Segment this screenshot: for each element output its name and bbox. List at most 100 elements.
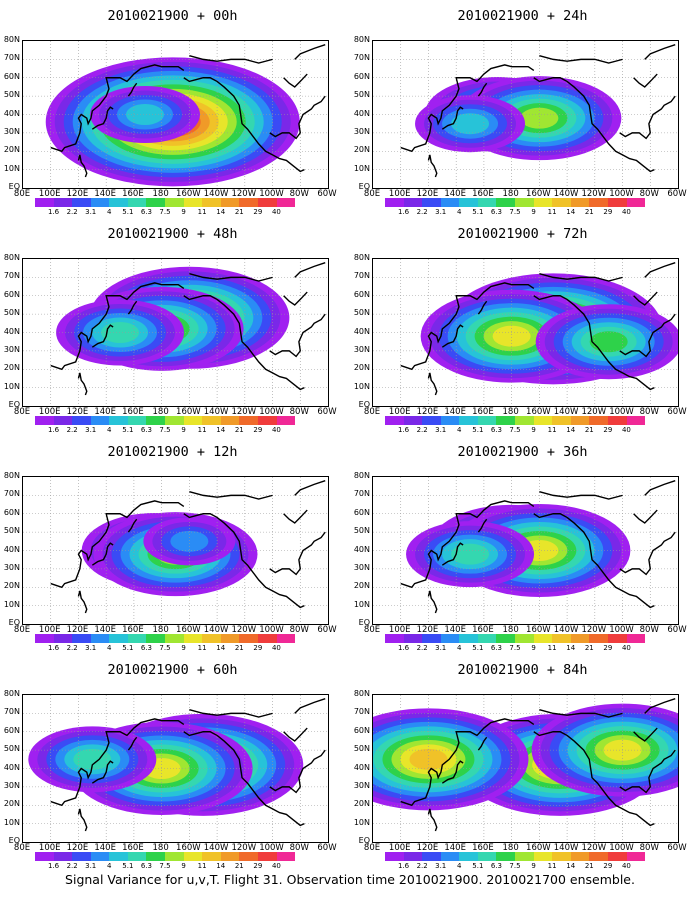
colorbar xyxy=(35,634,296,643)
y-tick-label: 40N xyxy=(3,108,20,118)
colorbar-label: 3.1 xyxy=(85,644,97,652)
map-plot xyxy=(372,258,679,407)
colorbar-label: 3.1 xyxy=(435,862,447,870)
x-tick-label: 100E xyxy=(388,189,411,199)
x-tick-label: 180 xyxy=(152,189,169,199)
coastline xyxy=(77,590,88,614)
coastline xyxy=(50,500,185,589)
colorbar-swatch xyxy=(239,198,258,207)
colorbar-label: 21 xyxy=(234,644,244,652)
colorbar-label: 21 xyxy=(584,862,594,870)
y-tick-label: 30N xyxy=(3,344,20,354)
coastline xyxy=(533,295,655,391)
y-tick-label: 50N xyxy=(3,308,20,318)
colorbar-label: 7.5 xyxy=(159,644,171,652)
x-tick-label: 140W xyxy=(203,407,229,417)
coastline xyxy=(183,295,305,391)
x-tick-label: 140W xyxy=(203,625,229,635)
colorbar-label: 7.5 xyxy=(159,208,171,216)
y-tick-label: 60N xyxy=(3,507,20,517)
coastline xyxy=(91,760,114,784)
coastline xyxy=(477,518,488,533)
x-tick-label: 80W xyxy=(639,407,659,417)
colorbar-swatch xyxy=(626,852,646,861)
coastline xyxy=(189,55,273,64)
colorbar-swatch xyxy=(403,416,423,425)
y-tick-label: EQ xyxy=(8,400,20,409)
y-tick-label: 40N xyxy=(353,108,370,118)
x-tick-label: 160W xyxy=(526,189,551,199)
colorbar-label: 9 xyxy=(531,208,536,216)
y-tick-label: 70N xyxy=(3,53,20,63)
colorbar-swatch xyxy=(552,852,571,861)
panel-title: 2010021900 + 12h xyxy=(107,444,238,460)
colorbar-label: 4 xyxy=(457,208,462,216)
y-tick-label: 60N xyxy=(353,725,370,735)
y-tick-label: 70N xyxy=(3,489,20,499)
coastline xyxy=(619,95,676,140)
colorbar-swatch xyxy=(422,198,441,207)
colorbar-label: 29 xyxy=(603,208,613,216)
coastline xyxy=(427,590,438,614)
colorbar-swatch xyxy=(459,634,478,643)
x-tick-label: 80E xyxy=(13,843,31,853)
coastline xyxy=(294,44,326,60)
colorbar-labels: 1.6 2.2 3.1 4 5.1 6.3 7.5 9 11 14 21 29 40 xyxy=(35,426,295,435)
y-tick-label: EQ xyxy=(358,836,370,845)
x-tick-label: 120W xyxy=(231,189,257,199)
y-tick-label: 40N xyxy=(353,544,370,554)
colorbar-label: 5.1 xyxy=(122,862,134,870)
colorbar-swatch xyxy=(146,416,166,425)
colorbar-label: 14 xyxy=(566,208,576,216)
y-tick-label: EQ xyxy=(358,400,370,409)
colorbar-swatch xyxy=(257,852,277,861)
colorbar-label: 11 xyxy=(547,644,557,652)
y-tick-label: 30N xyxy=(3,780,20,790)
colorbar-label: 21 xyxy=(234,426,244,434)
colorbar-label: 29 xyxy=(253,862,263,870)
colorbar-swatch xyxy=(422,852,441,861)
x-tick-label: 140E xyxy=(94,843,116,853)
colorbar-label: 1.6 xyxy=(397,426,410,434)
coastline xyxy=(539,709,623,718)
y-tick-label: 30N xyxy=(3,126,20,136)
map-plot xyxy=(372,476,679,625)
colorbar-label: 21 xyxy=(584,644,594,652)
colorbar-swatch xyxy=(220,634,240,643)
variance-contour xyxy=(451,543,490,565)
coastline xyxy=(533,77,655,173)
coastline xyxy=(633,291,658,306)
colorbar-swatch xyxy=(403,852,423,861)
colorbar-label: 6.3 xyxy=(140,208,152,216)
colorbar-label: 9 xyxy=(181,862,186,870)
x-tick-label: 120E xyxy=(66,843,89,853)
x-axis: 80E 100E 120E 140E 160E 180 160W 140W 120W 100W 80… xyxy=(14,189,337,199)
y-tick-label: 50N xyxy=(353,526,370,536)
colorbar-label: 2.2 xyxy=(416,426,428,434)
colorbar-label: 1.6 xyxy=(397,644,410,652)
x-tick-label: 140E xyxy=(444,625,466,635)
coastline xyxy=(189,273,273,282)
colorbar-swatch xyxy=(403,198,423,207)
y-tick-label: 20N xyxy=(353,145,370,155)
x-axis: 80E 100E 120E 140E 160E 180 160W 140W 120W 100W 80… xyxy=(364,407,687,417)
x-tick-label: 120W xyxy=(581,843,607,853)
y-tick-label: 60N xyxy=(3,289,20,299)
y-tick-label: 30N xyxy=(353,344,370,354)
y-tick-label: 70N xyxy=(3,271,20,281)
x-tick-label: 160E xyxy=(472,843,494,853)
coastline xyxy=(183,731,305,827)
colorbar-swatch xyxy=(570,198,590,207)
coastline xyxy=(619,531,676,576)
colorbar-label: 2.2 xyxy=(416,862,428,870)
colorbar-swatch xyxy=(146,198,166,207)
coastline xyxy=(533,513,655,609)
colorbar-label: 2.2 xyxy=(66,426,78,434)
x-axis: 80E 100E 120E 140E 160E 180 160W 140W 120W 100W 80… xyxy=(364,189,687,199)
map-plot xyxy=(22,258,329,407)
panel-title: 2010021900 + 48h xyxy=(107,226,238,242)
x-tick-label: 160W xyxy=(526,843,551,853)
coastline xyxy=(269,313,326,358)
x-tick-label: 140W xyxy=(553,189,579,199)
colorbar-label: 5.1 xyxy=(472,862,484,870)
